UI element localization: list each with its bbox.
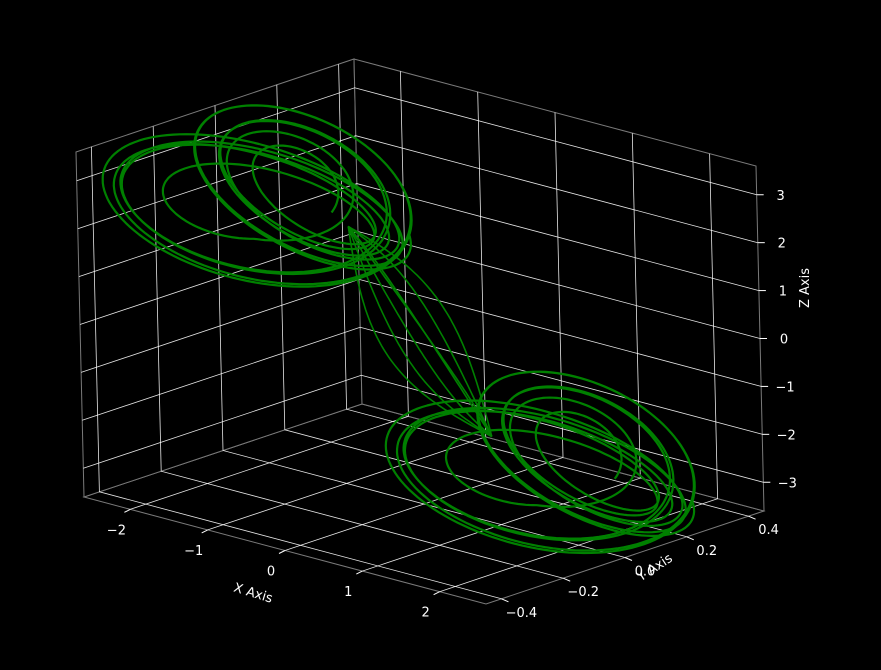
y-tick-mark [748, 515, 756, 520]
x-tick-mark [124, 508, 131, 513]
y-tick-mark [624, 557, 633, 561]
z-axis-label: Z Axis [798, 268, 813, 308]
attractor-transition [347, 225, 493, 437]
z-tick-label: −2 [777, 428, 796, 443]
z-gridline [77, 135, 758, 244]
y-tick-label: 0.0 [635, 565, 656, 580]
attractor-lobe [101, 104, 413, 288]
x-tick-label: 0 [267, 565, 275, 580]
y-axis-label: Y Axis [634, 551, 676, 586]
z-gridline [76, 87, 757, 196]
x-gridline [284, 112, 564, 551]
z-tick-label: −1 [776, 380, 795, 395]
x-axis-label: X Axis [232, 581, 275, 607]
attractor-transition [347, 225, 493, 438]
z-tick-label: −3 [778, 476, 797, 491]
y-tick-mark [686, 536, 694, 541]
x-tick-mark [278, 550, 286, 554]
x-tick-mark [201, 529, 208, 534]
y-tick-label: −0.4 [506, 606, 538, 621]
y-gridline [91, 146, 502, 600]
y-gridline [276, 84, 687, 538]
attractor-transition [347, 226, 493, 438]
attractor-lobe [384, 370, 696, 555]
z-tick-label: 0 [780, 333, 788, 348]
x-tick-label: −1 [184, 544, 203, 559]
z-tick-label: 3 [777, 189, 785, 204]
x-tick-label: −2 [107, 523, 126, 538]
tick-labels: −2 −1 0 1 2 −0.4 −0.2 0.0 0.2 0.4 −3 −2 −1 0 1 2 3 [107, 189, 797, 621]
x-gridline [362, 133, 641, 572]
z-tick-label: 2 [778, 237, 786, 252]
axis-panes [75, 58, 766, 605]
x-gridline [439, 153, 719, 593]
y-tick-label: 0.4 [758, 523, 779, 538]
attractor-transition [347, 226, 493, 438]
gridlines [76, 64, 764, 600]
y-tick-label: −0.2 [567, 585, 599, 600]
attractor-transition [347, 225, 493, 437]
x-tick-mark [433, 591, 440, 596]
z-tick-label: 1 [779, 285, 787, 300]
attractor-curve [101, 104, 696, 555]
x-tick-mark [356, 570, 363, 575]
x-tick-label: 2 [421, 606, 429, 621]
y-tick-label: 0.2 [696, 544, 717, 559]
x-gridline [207, 91, 487, 531]
x-tick-label: 1 [344, 585, 352, 600]
y-gridline [214, 105, 626, 558]
y-tick-mark [501, 598, 509, 603]
z-gridline [78, 183, 760, 291]
y-tick-mark [563, 577, 571, 582]
attractor-transition [347, 226, 493, 438]
attractor-transition [347, 225, 493, 437]
